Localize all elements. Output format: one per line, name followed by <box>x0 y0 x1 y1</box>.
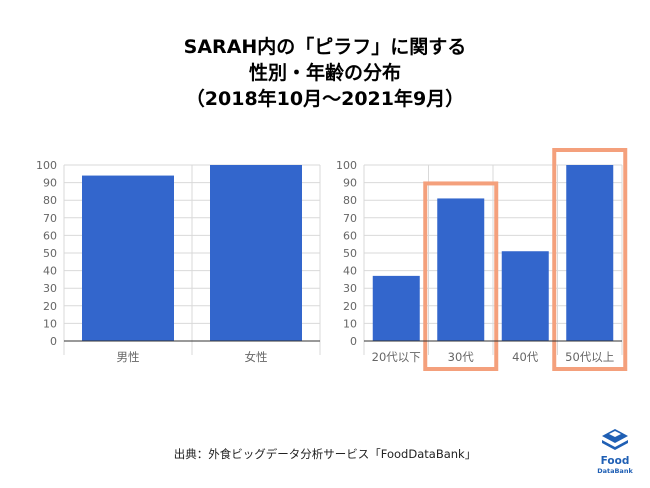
gender-x-tick-label: 女性 <box>245 350 268 364</box>
age-y-tick-label: 80 <box>343 194 357 207</box>
gender-bar <box>210 165 302 341</box>
food-databank-logo: Food DataBank <box>593 428 637 475</box>
age-y-tick-label: 70 <box>343 212 357 225</box>
gender-y-tick-label: 90 <box>43 177 57 190</box>
age-bar <box>437 198 485 341</box>
age-x-tick-label: 50代以上 <box>565 350 614 364</box>
age-highlight-box <box>423 181 499 371</box>
age-y-tick-label: 50 <box>343 247 357 260</box>
gender-y-tick-label: 0 <box>50 335 57 348</box>
title-line-2: 性別・年齢の分布 <box>248 62 401 84</box>
logo-icon <box>602 429 628 450</box>
title-line-1: SARAH内の「ピラフ」に関する <box>183 36 467 58</box>
gender-y-tick-label: 10 <box>43 317 57 330</box>
chart-title: SARAH内の「ピラフ」に関する 性別・年齢の分布 （2018年10月～2021… <box>0 34 650 112</box>
source-note: 出典：外食ビッグデータ分析サービス「FoodDataBank」 <box>173 447 477 461</box>
gender-y-tick-label: 30 <box>43 282 57 295</box>
gender-y-tick-label: 70 <box>43 212 57 225</box>
logo-text-databank: DataBank <box>597 467 633 475</box>
gender-y-tick-label: 50 <box>43 247 57 260</box>
gender-bar <box>82 175 174 341</box>
gender-y-tick-label: 100 <box>36 159 57 172</box>
age-highlight-box <box>552 148 628 371</box>
age-y-tick-label: 30 <box>343 282 357 295</box>
age-x-tick-label: 20代以下 <box>372 350 421 364</box>
age-bar <box>566 165 614 341</box>
gender-y-tick-label: 80 <box>43 194 57 207</box>
logo-text-food: Food <box>600 455 630 467</box>
age-bar <box>501 251 549 341</box>
gender-y-tick-label: 40 <box>43 265 57 278</box>
age-bar <box>372 275 420 341</box>
gender-y-tick-label: 60 <box>43 229 57 242</box>
age-x-tick-label: 30代 <box>448 350 475 364</box>
age-y-tick-label: 40 <box>343 265 357 278</box>
age-y-tick-label: 90 <box>343 177 357 190</box>
age-y-tick-label: 20 <box>343 300 357 313</box>
gender-y-tick-label: 20 <box>43 300 57 313</box>
age-y-tick-label: 10 <box>343 317 357 330</box>
age-x-tick-label: 40代 <box>512 350 539 364</box>
age-y-tick-label: 60 <box>343 229 357 242</box>
title-line-3: （2018年10月～2021年9月） <box>185 88 465 110</box>
age-y-tick-label: 0 <box>350 335 357 348</box>
gender-x-tick-label: 男性 <box>117 350 140 364</box>
age-y-tick-label: 100 <box>336 159 357 172</box>
